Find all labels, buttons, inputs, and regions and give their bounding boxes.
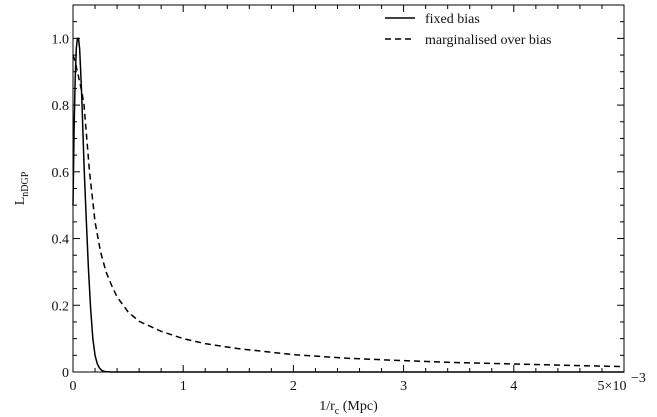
y-axis-label-subscript: nDGP xyxy=(20,171,31,196)
x-axis-label: 1/rc (Mpc) xyxy=(319,399,378,417)
x-tick-label: 1 xyxy=(180,379,187,394)
x-tick-label: 3 xyxy=(400,379,407,394)
x-axis-label-unit: (Mpc) xyxy=(339,399,378,414)
legend-label-marginalised: marginalised over bias xyxy=(425,33,552,48)
x-tick-label: 5×10 xyxy=(598,379,627,394)
x-tick-label: 2 xyxy=(290,379,297,394)
y-axis-label-main: L xyxy=(13,197,28,206)
axis-ticks xyxy=(72,4,625,373)
y-tick-label: 0.4 xyxy=(52,233,70,248)
legend-label-fixed-bias: fixed bias xyxy=(425,12,480,27)
x-axis-label-main: 1/r xyxy=(319,399,335,414)
x-tick-label: 4 xyxy=(510,379,517,394)
y-tick-label: 0 xyxy=(62,366,69,381)
y-tick-label: 0.8 xyxy=(52,99,70,114)
series-line-marginalised-over-bias xyxy=(72,54,625,368)
y-axis-label: LnDGP xyxy=(13,171,31,205)
legend: fixed bias marginalised over bias xyxy=(385,12,552,48)
x-tick-label: 0 xyxy=(70,379,77,394)
x-axis-label-subscript: c xyxy=(335,406,340,417)
y-tick-label: 0.6 xyxy=(52,166,70,181)
tick-labels: 0 1 2 3 4 5×10 0 0.2 0.4 0.6 0.8 1.0 xyxy=(52,32,627,394)
x-tick-exponent: −3 xyxy=(631,371,646,386)
y-tick-label: 0.2 xyxy=(52,299,70,314)
y-tick-label: 1.0 xyxy=(52,32,70,47)
